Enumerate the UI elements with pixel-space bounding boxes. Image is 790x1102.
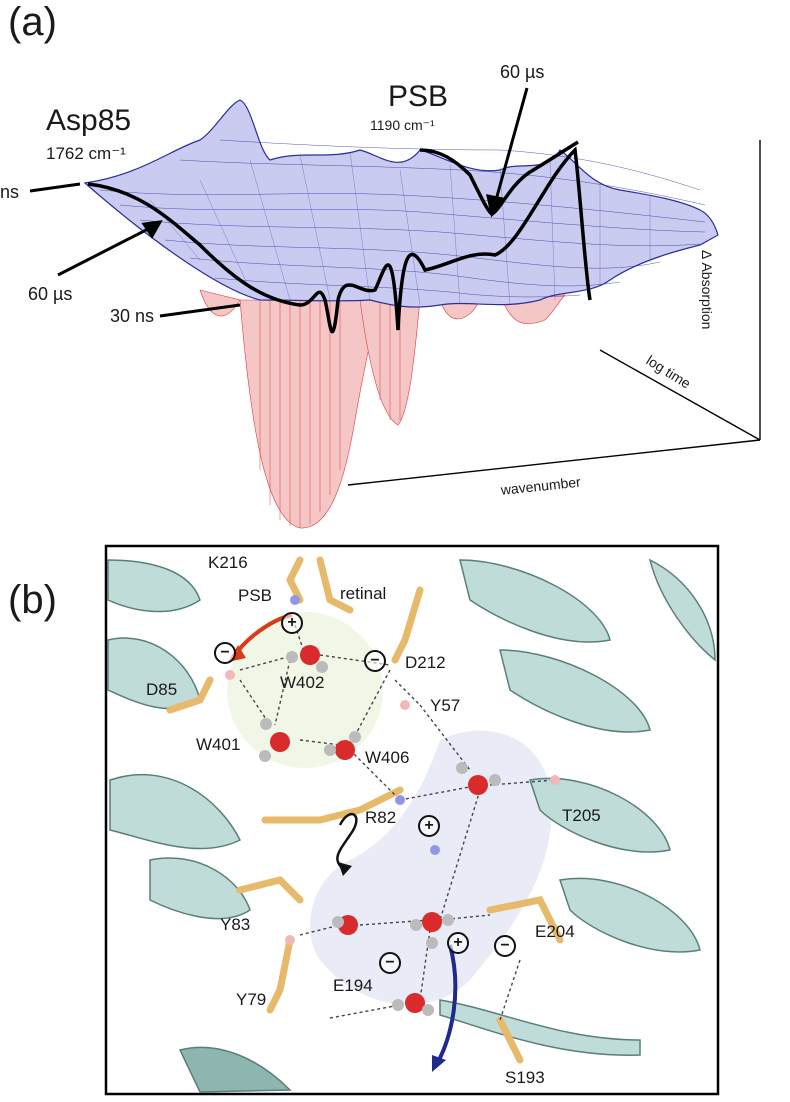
axes-box — [347, 140, 761, 486]
annotation-30ns: 30 ns — [110, 306, 155, 326]
water-molecules — [259, 645, 501, 1016]
heteroatoms — [225, 595, 560, 945]
residue-d85: D85 — [146, 680, 178, 699]
surface-mesh-vertical — [149, 151, 651, 306]
residue-psb: PSB — [238, 586, 273, 605]
negative-hatch — [259, 300, 401, 528]
charge-plus-psb: + — [281, 612, 303, 634]
annotation-60us-top: 60 µs — [500, 62, 545, 82]
charge-minus-d85: − — [214, 642, 236, 664]
surface-plot — [29, 87, 761, 529]
charge-plus-r82: + — [418, 815, 440, 837]
residue-e194: E194 — [333, 976, 373, 995]
residue-s193: S193 — [505, 1068, 545, 1087]
charge-minus-e194: − — [379, 952, 401, 974]
asp85-label: Asp85 — [46, 104, 132, 137]
residue-retinal: retinal — [340, 584, 387, 603]
residue-w406: W406 — [365, 748, 410, 767]
charge-minus-d212: − — [364, 650, 386, 672]
trace-60us-front — [87, 146, 592, 334]
charge-plus-water: + — [447, 932, 469, 954]
psb-label: PSB — [388, 80, 449, 113]
asp85-wavenumber: 1762 cm⁻¹ — [46, 144, 126, 163]
panel-a-tag: (a) — [8, 0, 57, 44]
r82-rotation-arrow — [336, 813, 358, 872]
residue-y57: Y57 — [430, 696, 461, 715]
panel-b-tag: (b) — [8, 578, 57, 622]
psb-wavenumber: 1190 cm⁻¹ — [370, 117, 435, 133]
residue-y83: Y83 — [220, 915, 251, 934]
annotation-60us-left: 60 µs — [28, 284, 73, 304]
residue-t205: T205 — [562, 806, 601, 825]
residue-k216: K216 — [208, 553, 248, 572]
helix-ribbons — [107, 558, 716, 1093]
proton-release-arrow-blue — [436, 944, 458, 1063]
residue-e204: E204 — [535, 922, 575, 941]
charge-minus-e204: − — [494, 935, 516, 957]
surface-mesh — [99, 139, 706, 298]
residue-w401: W401 — [196, 735, 241, 754]
residue-d212: D212 — [405, 653, 446, 672]
residue-w402: W402 — [280, 673, 325, 692]
residue-r82: R82 — [365, 808, 397, 827]
annotation-ns: ns — [0, 182, 20, 202]
annotation-arrows — [29, 87, 529, 318]
side-chains — [166, 556, 564, 1064]
residue-y79: Y79 — [236, 990, 267, 1009]
